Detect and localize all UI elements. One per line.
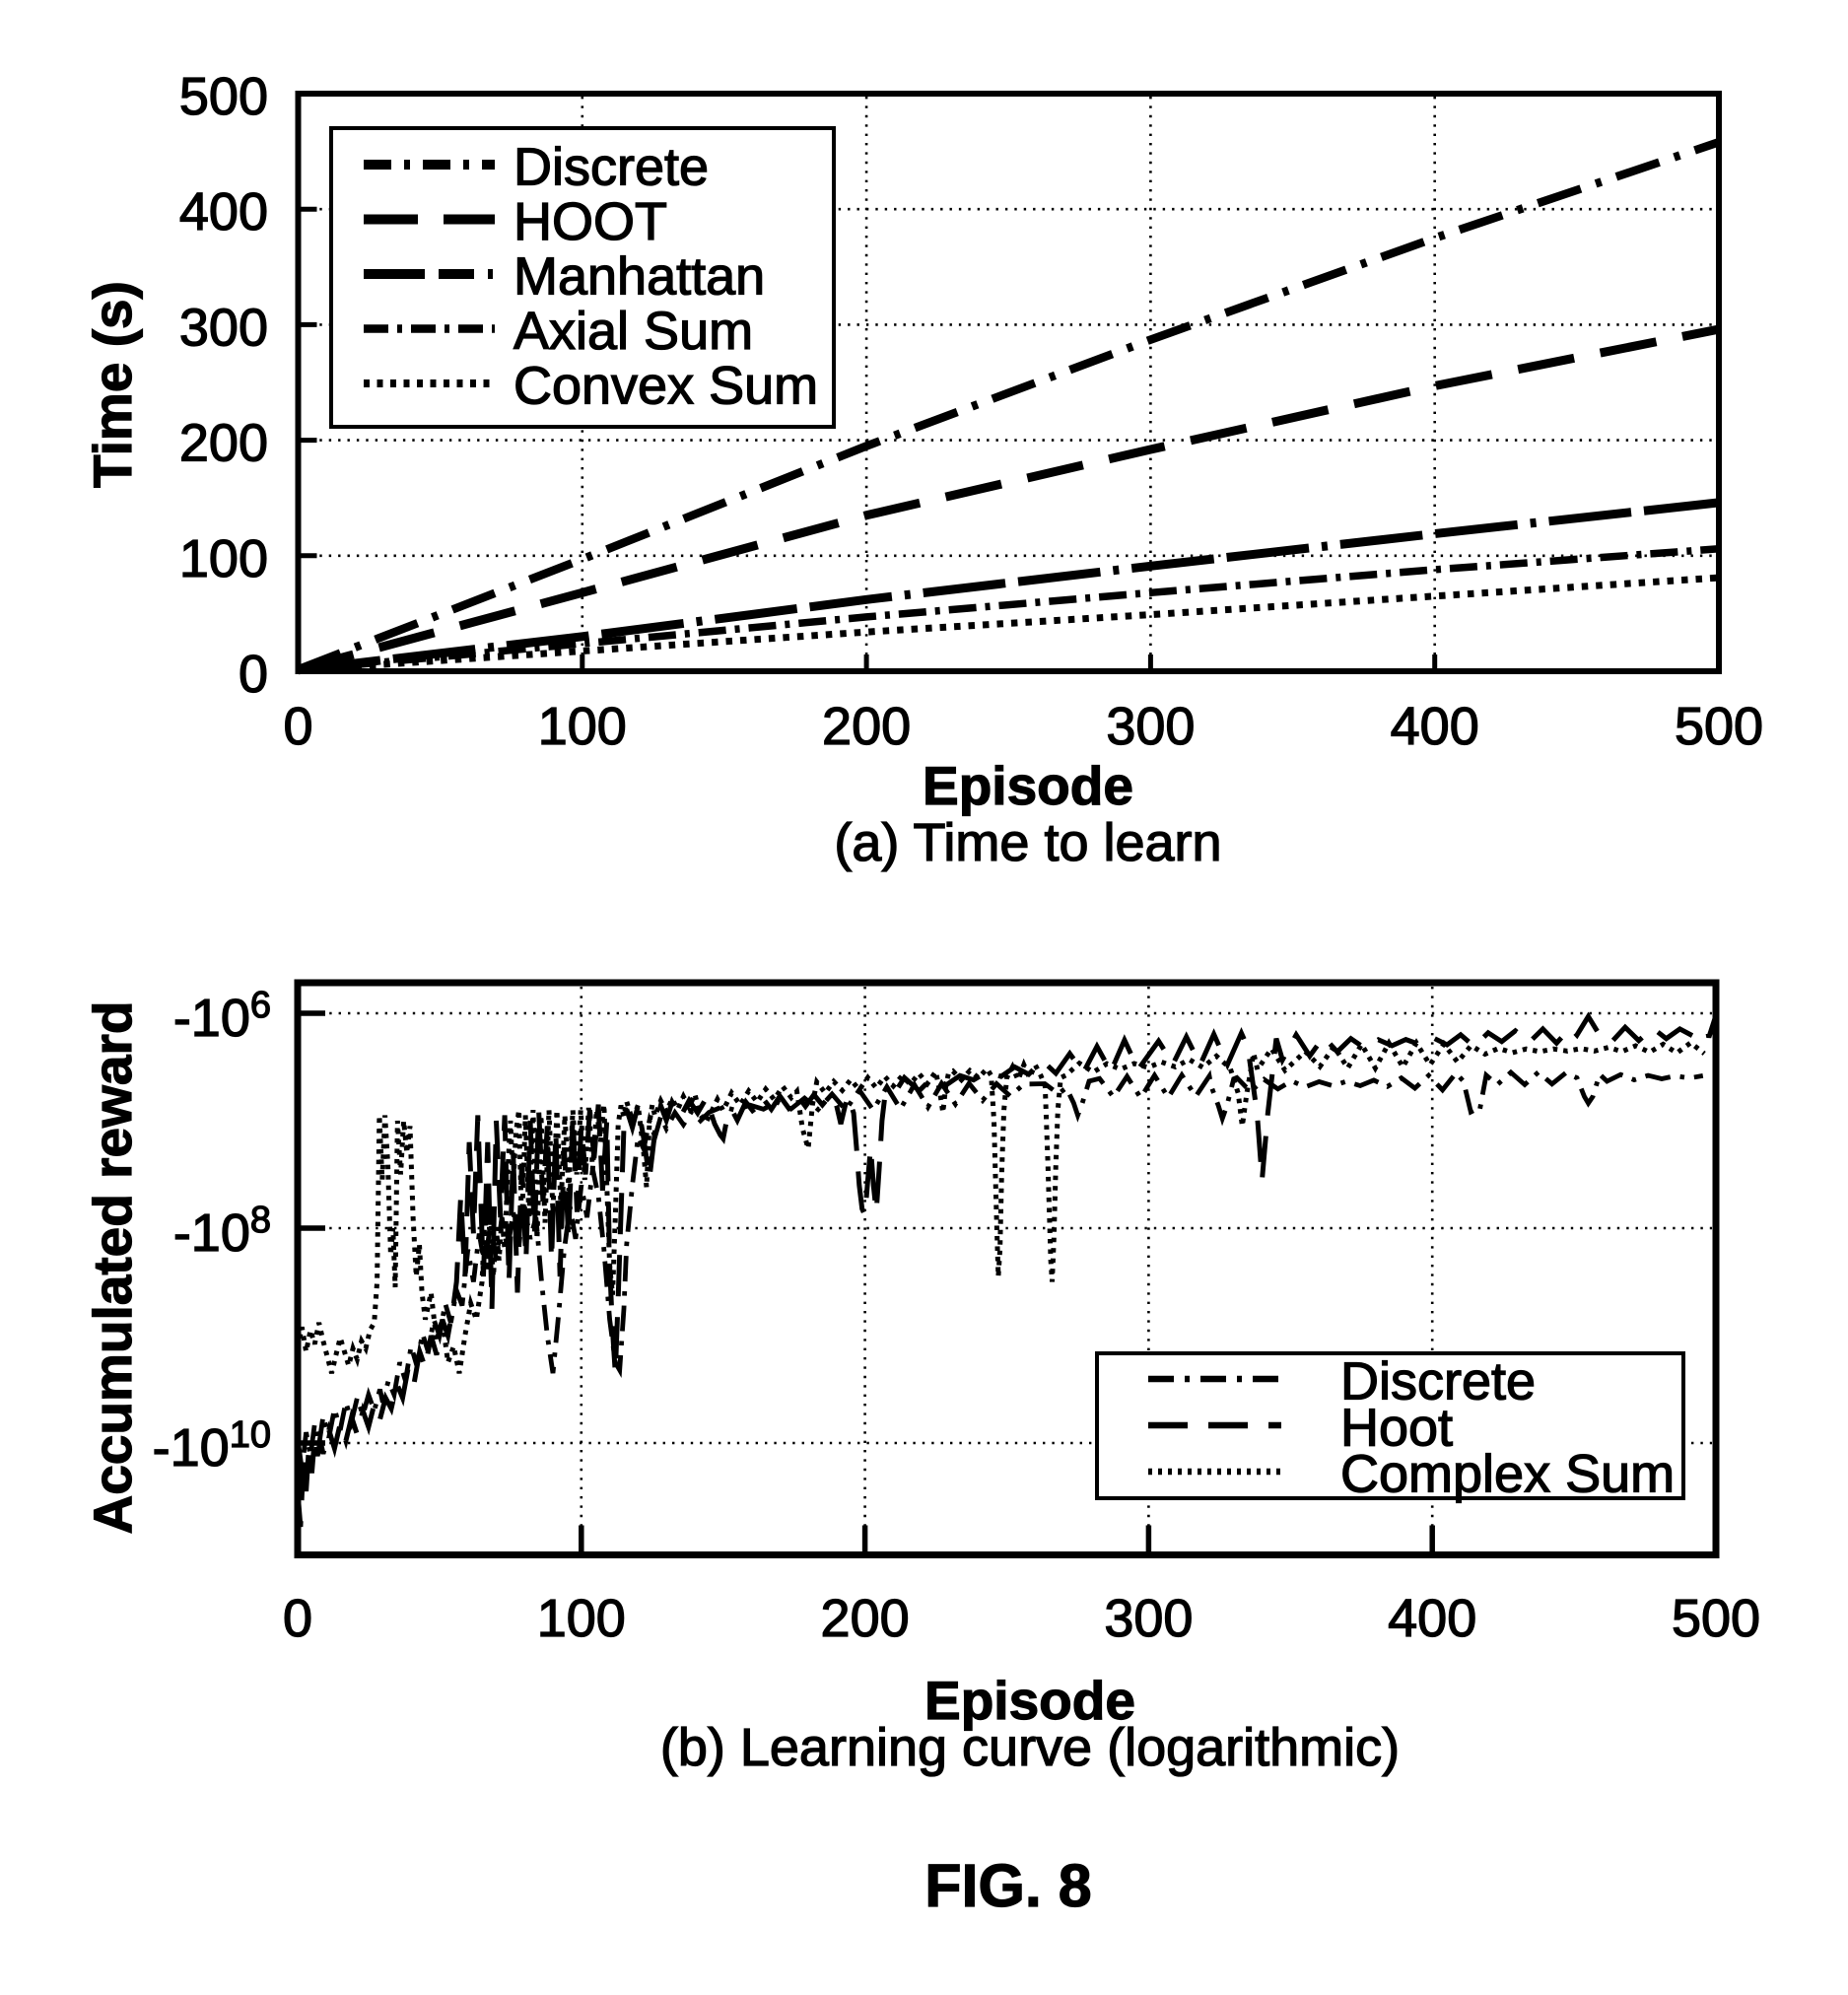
svg-text:400: 400 (1388, 1589, 1476, 1648)
svg-text:Episode: Episode (924, 1670, 1135, 1731)
svg-text:FIG. 8: FIG. 8 (924, 1852, 1091, 1919)
svg-text:(b) Learning curve (logarithmi: (b) Learning curve (logarithmic) (660, 1718, 1400, 1777)
svg-text:Time (s): Time (s) (82, 281, 143, 488)
svg-text:Hoot: Hoot (1340, 1399, 1453, 1458)
svg-text:0: 0 (283, 1589, 312, 1648)
svg-text:100: 100 (538, 697, 627, 756)
svg-text:500: 500 (1675, 697, 1763, 756)
svg-text:Axial Sum: Axial Sum (513, 302, 753, 361)
svg-text:HOOT: HOOT (513, 192, 667, 251)
svg-text:Complex Sum: Complex Sum (1340, 1445, 1675, 1504)
svg-text:100: 100 (537, 1589, 626, 1648)
svg-text:0: 0 (283, 697, 312, 756)
svg-text:Accumulated reward: Accumulated reward (82, 1000, 143, 1534)
svg-text:300: 300 (1104, 1589, 1193, 1648)
svg-text:500: 500 (1672, 1589, 1760, 1648)
svg-text:Manhattan: Manhattan (513, 247, 765, 307)
svg-text:200: 200 (179, 414, 268, 473)
svg-text:Episode: Episode (923, 755, 1133, 816)
svg-text:500: 500 (179, 67, 268, 126)
svg-text:0: 0 (239, 645, 268, 704)
svg-text:Discrete: Discrete (513, 138, 709, 197)
svg-text:200: 200 (822, 697, 911, 756)
svg-text:(a) Time to learn: (a) Time to learn (834, 813, 1221, 872)
svg-text:200: 200 (821, 1589, 910, 1648)
svg-text:300: 300 (179, 298, 268, 357)
svg-text:Convex Sum: Convex Sum (513, 357, 818, 416)
svg-text:-108: -108 (173, 1200, 271, 1263)
svg-text:400: 400 (179, 182, 268, 241)
svg-text:Discrete: Discrete (1340, 1352, 1536, 1411)
svg-text:100: 100 (179, 529, 268, 588)
svg-text:400: 400 (1391, 697, 1479, 756)
svg-text:300: 300 (1106, 697, 1195, 756)
